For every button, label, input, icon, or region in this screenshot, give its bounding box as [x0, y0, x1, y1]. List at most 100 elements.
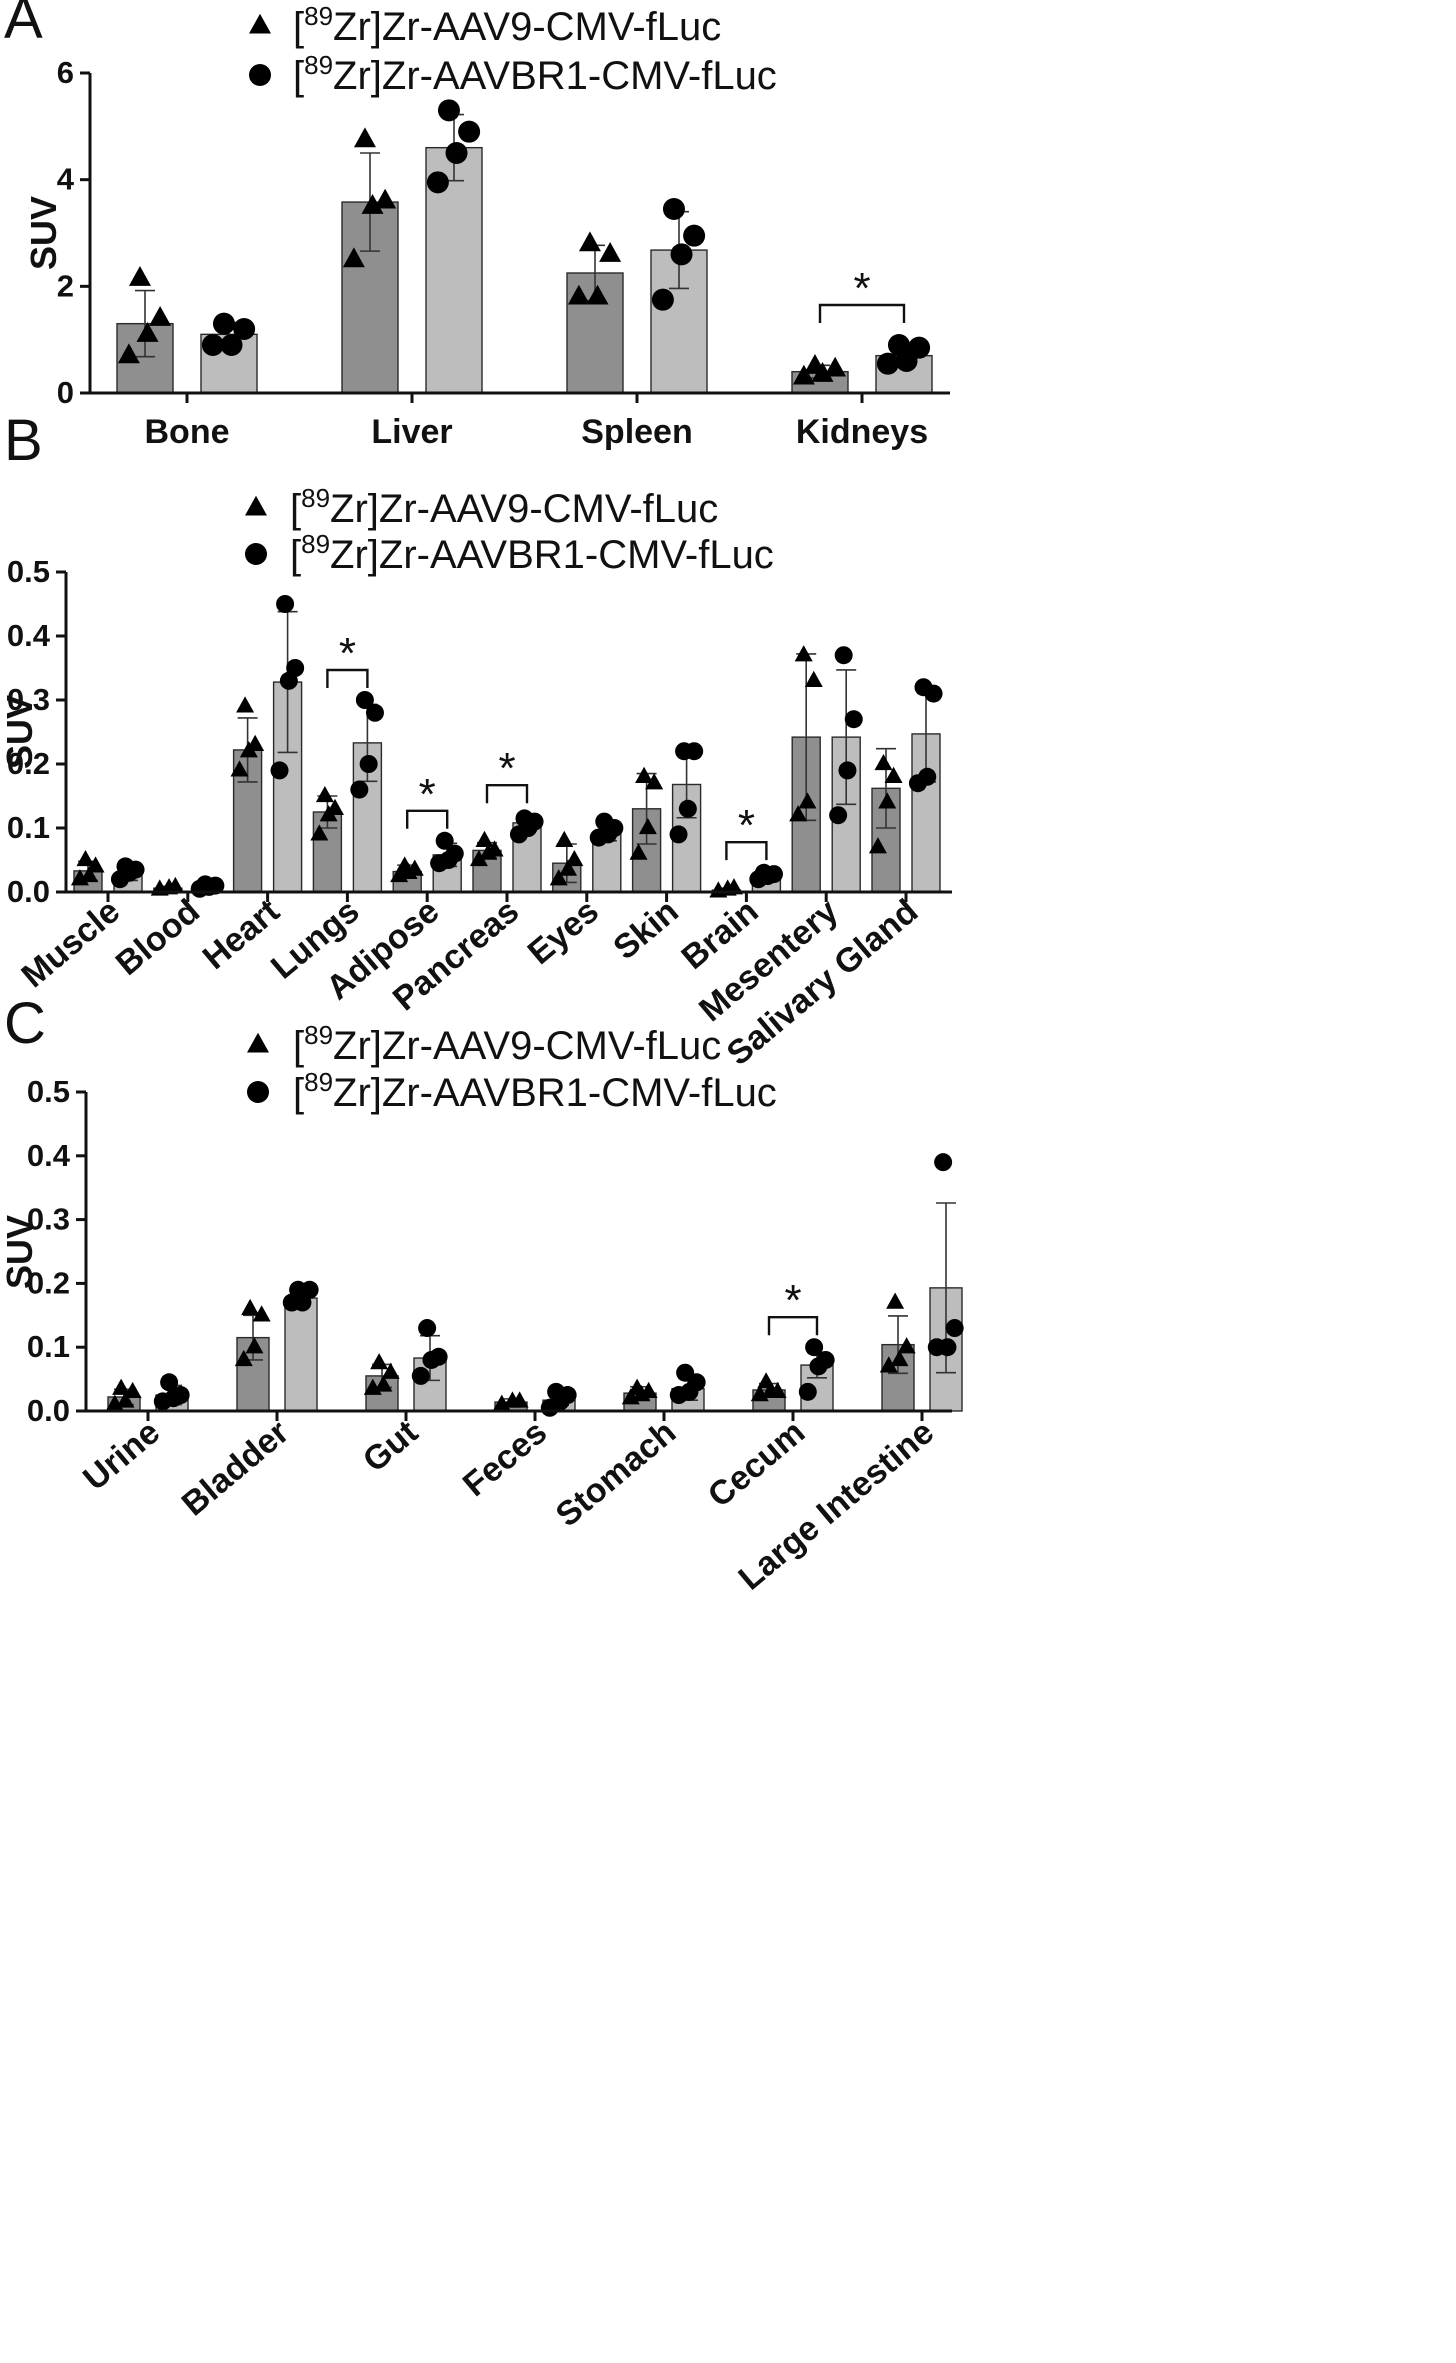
y-tick-label: 0.1: [27, 1329, 70, 1364]
data-point: [651, 288, 674, 311]
category-label: Blood: [109, 892, 207, 983]
data-point: [515, 809, 534, 828]
data-point: [829, 806, 848, 825]
significance-star: *: [419, 770, 436, 819]
data-point: [599, 242, 622, 262]
category-label: Bladder: [175, 1413, 296, 1523]
data-point: [676, 1363, 695, 1382]
panel-c: C [89Zr]Zr-AAV9-CMV-fLuc[89Zr]Zr-AAVBR1-C…: [0, 991, 964, 1598]
data-point: [86, 856, 105, 873]
data-point: [289, 1280, 308, 1299]
y-tick-label: 4: [57, 162, 75, 197]
data-point: [876, 352, 899, 375]
data-point: [116, 1391, 135, 1408]
category-label: Spleen: [581, 413, 692, 451]
significance-bracket: [818, 303, 906, 323]
y-tick-label: 0.0: [27, 1393, 70, 1428]
y-axis-title: SUV: [0, 695, 40, 769]
category-label: Feces: [456, 1413, 554, 1504]
data-point: [374, 188, 397, 209]
data-point: [670, 243, 693, 266]
data-point: [76, 849, 95, 867]
data-point: [567, 284, 590, 305]
data-point: [241, 1298, 260, 1316]
data-point: [878, 792, 897, 809]
data-point: [469, 849, 488, 867]
data-point: [286, 659, 305, 677]
data-point: [435, 831, 454, 850]
data-point: [116, 857, 135, 876]
data-point: [838, 761, 857, 780]
data-point: [236, 696, 255, 713]
category-label: Gut: [356, 1413, 425, 1480]
data-point: [890, 1349, 909, 1367]
data-point: [166, 876, 185, 894]
data-point: [342, 247, 365, 268]
significance-bracket: [406, 809, 449, 829]
data-point: [475, 830, 494, 847]
data-point: [887, 334, 910, 356]
data-point: [555, 830, 574, 847]
significance-bracket: [725, 840, 768, 861]
data-point: [381, 1362, 400, 1379]
data-point: [724, 878, 743, 895]
data-point: [886, 1292, 905, 1309]
y-tick-label: 0.1: [7, 810, 50, 845]
data-point: [252, 1305, 271, 1322]
data-point: [112, 1378, 131, 1395]
data-point: [635, 766, 654, 783]
category-label: Stomach: [549, 1413, 683, 1534]
data-point: [844, 710, 863, 729]
legend-label-1: [89Zr]Zr-AAV9-CMV-fLuc: [293, 1020, 721, 1068]
y-tick-label: 0.5: [7, 554, 50, 589]
data-point: [675, 742, 694, 761]
data-point: [908, 336, 931, 359]
data-point: [411, 1366, 430, 1385]
data-point: [645, 773, 664, 790]
data-point: [805, 1338, 824, 1357]
y-tick-label: 0.5: [27, 1074, 70, 1109]
data-point: [559, 859, 578, 876]
data-point: [245, 1337, 264, 1354]
data-point: [803, 354, 826, 374]
data-point: [824, 356, 847, 377]
data-point: [374, 1375, 393, 1392]
data-point: [370, 1353, 389, 1370]
legend-label-2: [89Zr]Zr-AAVBR1-CMV-fLuc: [293, 50, 777, 98]
y-tick-label: 0.2: [7, 746, 50, 781]
legend-marker-1: [245, 495, 267, 516]
y-tick-label: 0: [57, 375, 74, 410]
data-point: [879, 1356, 898, 1373]
data-point: [754, 863, 773, 882]
legend-marker-2: [245, 543, 267, 565]
category-label: Kidneys: [796, 413, 928, 451]
data-point: [246, 734, 265, 751]
category-label: Cecum: [701, 1413, 812, 1515]
legend-marker-2: [249, 64, 271, 86]
category-label: Skin: [606, 892, 685, 967]
data-point: [80, 865, 99, 883]
data-point: [353, 127, 376, 148]
legend-marker-2: [247, 1081, 269, 1103]
data-point: [565, 849, 584, 867]
data-point: [794, 645, 813, 662]
data-point: [868, 837, 887, 854]
legend-marker-1: [247, 1032, 269, 1053]
legend-label-1: [89Zr]Zr-AAV9-CMV-fLuc: [293, 1, 721, 49]
data-point: [874, 753, 893, 771]
y-axis-title: SUV: [23, 196, 64, 270]
legend-label-2: [89Zr]Zr-AAVBR1-CMV-fLuc: [293, 1067, 777, 1115]
data-point: [160, 1373, 179, 1392]
data-point: [365, 703, 384, 722]
data-point: [678, 799, 697, 818]
data-point: [628, 1378, 647, 1395]
data-point: [201, 334, 224, 356]
y-tick-label: 2: [57, 268, 74, 303]
data-point: [276, 595, 295, 613]
panel-letter: B: [4, 408, 43, 473]
significance-bracket: [326, 668, 369, 688]
legend-label-1: [89Zr]Zr-AAV9-CMV-fLuc: [290, 483, 718, 531]
data-point: [914, 678, 933, 697]
data-point: [792, 364, 815, 385]
